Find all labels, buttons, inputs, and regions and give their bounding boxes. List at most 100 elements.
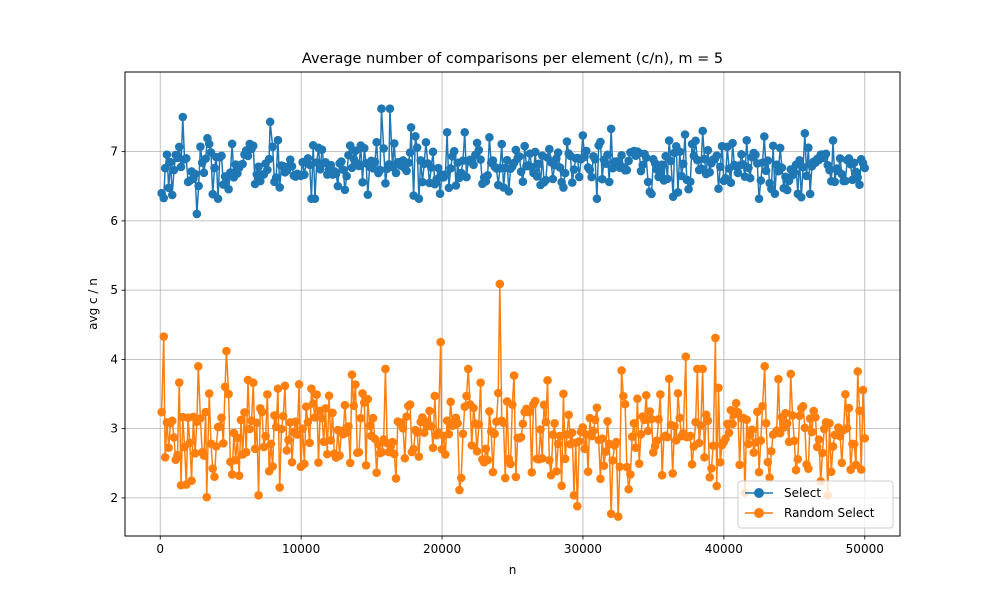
data-point (389, 139, 399, 148)
data-point (855, 180, 864, 189)
data-point (469, 403, 478, 413)
data-point (227, 470, 237, 479)
data-point (190, 169, 200, 179)
data-point (187, 476, 196, 485)
data-point (248, 141, 258, 151)
data-point (606, 509, 616, 519)
data-point (686, 177, 695, 187)
data-point (627, 432, 637, 441)
data-point (398, 424, 408, 433)
data-point (319, 437, 329, 447)
data-point (636, 430, 646, 439)
data-point (196, 142, 205, 151)
y-axis-label: avg c / n (86, 278, 100, 330)
data-point (273, 135, 283, 145)
data-point (210, 472, 219, 482)
data-point (202, 492, 212, 502)
data-point (608, 456, 618, 465)
data-point (585, 165, 595, 175)
data-point (673, 188, 683, 197)
data-point (712, 151, 722, 160)
data-point (756, 436, 766, 445)
data-point (372, 468, 381, 477)
data-point (275, 483, 285, 492)
data-point (363, 394, 373, 404)
data-point (280, 381, 290, 391)
data-point (173, 450, 182, 460)
data-point (744, 439, 753, 449)
data-point (469, 160, 478, 170)
data-point (268, 462, 277, 471)
data-point (821, 149, 831, 159)
data-point (853, 173, 863, 182)
data-point (495, 279, 505, 289)
data-point (174, 378, 184, 387)
data-point (590, 415, 600, 425)
data-point (560, 454, 570, 464)
data-point (675, 147, 685, 156)
x-axis-label: n (509, 563, 517, 577)
data-point (735, 460, 744, 470)
data-point (712, 481, 722, 491)
data-point (391, 168, 401, 178)
data-point (700, 453, 709, 462)
data-point (663, 174, 672, 184)
data-point (215, 422, 225, 431)
data-point (233, 433, 242, 443)
data-point (412, 143, 422, 152)
data-point (372, 137, 381, 147)
data-point (763, 156, 773, 165)
series-layer (157, 104, 870, 521)
data-point (643, 177, 653, 187)
data-point (657, 470, 667, 480)
data-point (691, 136, 700, 146)
data-point (351, 146, 360, 155)
data-point (265, 117, 275, 127)
data-point (708, 441, 718, 451)
data-point (728, 138, 737, 148)
data-point (451, 181, 461, 190)
data-point (176, 162, 186, 172)
data-point (210, 163, 219, 173)
data-point (798, 162, 808, 172)
data-point (278, 411, 288, 421)
data-point (601, 447, 611, 456)
data-point (802, 171, 811, 181)
data-point (294, 380, 304, 389)
data-point (414, 194, 424, 204)
data-point (248, 378, 258, 388)
data-point (804, 464, 813, 473)
x-tick-label: 30000 (564, 542, 602, 556)
data-point (344, 422, 353, 431)
data-point (178, 112, 188, 122)
data-point (793, 454, 803, 464)
data-point (826, 467, 836, 477)
data-point (402, 166, 411, 176)
data-point (326, 160, 336, 170)
data-point (224, 184, 233, 194)
data-point (222, 346, 231, 356)
data-point (287, 457, 297, 467)
data-point (634, 459, 644, 468)
data-point (754, 467, 764, 477)
data-point (603, 150, 612, 160)
data-point (441, 450, 450, 459)
data-point (641, 153, 651, 162)
data-point (599, 461, 609, 471)
data-point (782, 419, 792, 428)
series-line (160, 283, 866, 518)
data-point (220, 382, 230, 392)
data-point (377, 104, 386, 113)
data-point (305, 160, 314, 170)
data-point (157, 407, 166, 417)
data-point (474, 420, 484, 429)
data-point (536, 425, 545, 434)
data-point (256, 176, 265, 186)
data-point (453, 418, 462, 428)
data-point (349, 401, 359, 411)
data-point (604, 177, 614, 187)
data-point (160, 452, 170, 462)
data-point (791, 465, 801, 475)
data-point (500, 473, 510, 483)
data-point (819, 424, 829, 434)
